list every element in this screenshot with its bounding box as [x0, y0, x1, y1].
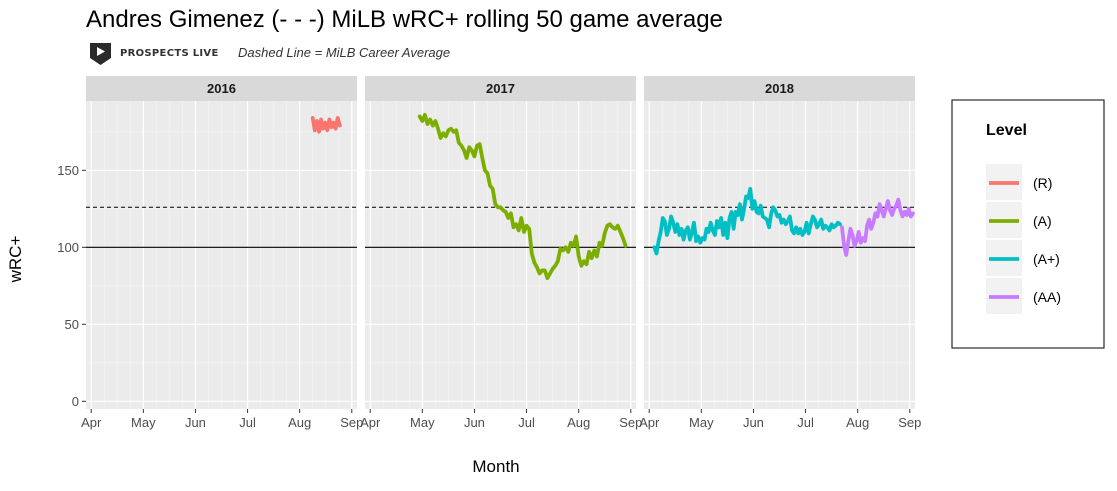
legend-label: (R): [1033, 175, 1052, 191]
panel-2018: 2018 Apr May Jun Jul Aug Sep: [639, 76, 921, 430]
facet-strip-label: 2018: [765, 81, 794, 96]
series-line-aplus: [652, 186, 842, 256]
x-tick-label: May: [131, 415, 156, 430]
x-tick-label: Aug: [567, 415, 590, 430]
play-icon: [97, 47, 105, 56]
panel-2016: 2016 Apr May Jun Jul Aug Sep: [81, 76, 363, 430]
x-axis-title: Month: [472, 457, 519, 476]
x-tick-label: Sep: [898, 415, 921, 430]
y-tick-label: 0: [72, 394, 79, 409]
x-tick-label: Sep: [340, 415, 363, 430]
facet-strip-label: 2016: [207, 81, 236, 96]
legend-entry: (AA): [986, 278, 1061, 314]
x-tick-label: Aug: [846, 415, 869, 430]
facet-strip-label: 2017: [486, 81, 515, 96]
x-tick-label: Jul: [797, 415, 814, 430]
legend-title: Level: [986, 122, 1027, 139]
x-tick-label: Jun: [464, 415, 485, 430]
prospects-live-logo: PROSPECTS LIVE: [90, 43, 219, 65]
series-line-r: [310, 116, 342, 134]
y-tick-label: 150: [57, 163, 79, 178]
y-tick-label: 100: [57, 240, 79, 255]
x-tick-label: Jul: [239, 415, 256, 430]
x-tick-label: Jun: [185, 415, 206, 430]
facet-strip: [644, 76, 915, 101]
brand-name: PROSPECTS LIVE: [120, 48, 219, 59]
x-tick-label: Apr: [639, 415, 660, 430]
series-line-aa: [840, 197, 915, 257]
legend: Level (R) (A) (A+) (AA): [951, 99, 1105, 349]
x-tick-label: May: [689, 415, 714, 430]
x-tick-label: Jul: [518, 415, 535, 430]
x-tick-label: May: [410, 415, 435, 430]
panel-2017: 2017 Apr May Jun Jul Aug Sep: [360, 76, 642, 430]
x-tick-label: Apr: [81, 415, 102, 430]
x-tick-label: Apr: [360, 415, 381, 430]
x-tick-label: Aug: [288, 415, 311, 430]
chart-title: Andres Gimenez (- - -) MiLB wRC+ rolling…: [86, 6, 723, 33]
legend-entry: (A+): [986, 240, 1060, 276]
legend-entry: (R): [986, 164, 1052, 200]
legend-box: [951, 99, 1105, 349]
x-tick-label: Sep: [619, 415, 642, 430]
facet-panels: 2016 Apr May Jun Jul Aug Sep 2017 Apr May Jun Jul Au…: [57, 76, 921, 430]
x-tick-label: Jun: [743, 415, 764, 430]
chart-subtitle: Dashed Line = MiLB Career Average: [238, 45, 450, 60]
legend-label: (AA): [1033, 289, 1061, 305]
y-axis-title: wRC+: [6, 236, 25, 284]
legend-label: (A): [1033, 213, 1052, 229]
legend-entry: (A): [986, 202, 1052, 238]
y-tick-label: 50: [65, 317, 79, 332]
legend-label: (A+): [1033, 251, 1060, 267]
series-line-a: [417, 113, 628, 280]
facet-strip: [365, 76, 636, 101]
facet-strip: [86, 76, 357, 101]
